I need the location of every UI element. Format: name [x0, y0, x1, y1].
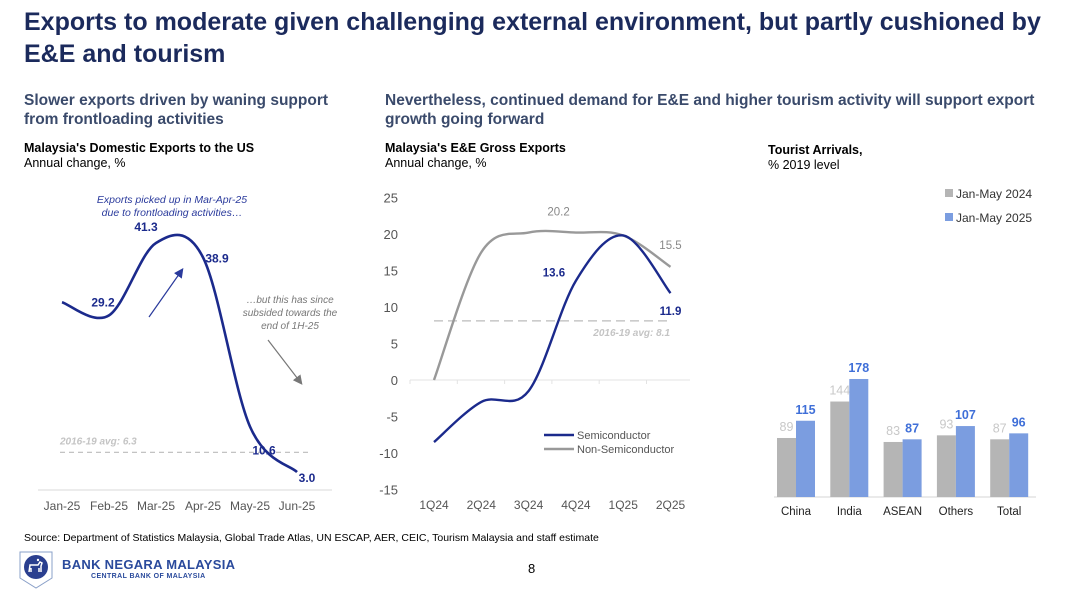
bank-name: BANK NEGARA MALAYSIA: [62, 557, 236, 572]
chart3-title: Tourist Arrivals,: [768, 143, 863, 157]
series-line-us-exports: [61, 233, 298, 474]
y-tick-label: 25: [384, 191, 398, 206]
data-label: 89: [780, 420, 794, 434]
bar: [830, 401, 850, 497]
x-tick-label: Apr-25: [185, 499, 221, 513]
bar: [955, 426, 975, 497]
legend-label: Non-Semiconductor: [577, 444, 675, 456]
data-label: 87: [905, 421, 919, 435]
bank-subtitle: CENTRAL BANK OF MALAYSIA: [91, 573, 206, 580]
arrow-up-icon: [148, 268, 184, 318]
bank-logo-icon: [19, 551, 53, 589]
series-line-semiconductor: [433, 234, 672, 443]
chart2-title: Malaysia's E&E Gross Exports: [385, 141, 566, 155]
y-tick-label: 5: [391, 337, 398, 352]
chart2-subtitle: Annual change, %: [385, 156, 487, 170]
bar: [990, 439, 1010, 497]
x-tick-label: 3Q24: [514, 498, 544, 512]
bar: [902, 439, 922, 497]
legend-label: Semiconductor: [577, 430, 651, 442]
bar: [849, 378, 869, 497]
bar: [936, 435, 956, 497]
data-label: 38.9: [205, 251, 229, 265]
x-tick-label: 1Q25: [609, 498, 639, 512]
annotation-text: Exports picked up in Mar-Apr-25: [97, 194, 247, 206]
data-label: 11.9: [660, 306, 682, 318]
x-tick-label: ASEAN: [883, 506, 922, 518]
x-tick-label: 4Q24: [561, 498, 591, 512]
data-label: 144: [829, 384, 850, 398]
data-label: 83: [886, 424, 900, 438]
legend-label: Jan-May 2024: [956, 187, 1032, 201]
annotation-text: …but this has since: [246, 295, 334, 306]
annotation-text: end of 1H-25: [261, 321, 319, 332]
bar: [883, 441, 903, 497]
annotation-text: subsided towards the: [243, 308, 338, 319]
legend-label: Jan-May 2025: [956, 211, 1032, 225]
legend-swatch: [945, 213, 953, 221]
page-title: Exports to moderate given challenging ex…: [24, 8, 1041, 68]
data-label: 15.5: [659, 240, 681, 252]
left-subhead: Slower exports driven by waning support …: [24, 92, 329, 128]
chart3-subtitle: % 2019 level: [768, 158, 840, 172]
data-label: 93: [939, 417, 953, 431]
x-tick-label: Others: [939, 506, 974, 518]
x-tick-label: Feb-25: [90, 499, 128, 513]
y-tick-label: -15: [379, 483, 398, 498]
bar: [796, 420, 815, 497]
x-tick-label: May-25: [230, 499, 270, 513]
chart-ee-exports: 25 20 15 10 5 0 -5 -10 -15 1Q24 2Q24 3Q24 4Q24 1Q25 2Q…: [379, 191, 690, 512]
x-tick-label: Jun-25: [279, 499, 316, 513]
x-tick-label: Total: [997, 506, 1021, 518]
y-tick-label: 15: [384, 264, 398, 279]
x-tick-label: India: [837, 506, 863, 518]
y-tick-label: 10: [384, 300, 398, 315]
data-label: 3.0: [299, 471, 316, 485]
data-label: 96: [1012, 415, 1026, 429]
x-tick-label: 2Q24: [467, 498, 497, 512]
chart-us-exports: Jan-25 Feb-25 Mar-25 Apr-25 May-25 Jun-25 2016…: [38, 194, 338, 513]
data-label: 41.3: [134, 220, 158, 234]
y-tick-label: -5: [386, 410, 398, 425]
bar: [1009, 433, 1029, 497]
arrow-down-icon: [267, 339, 303, 385]
x-tick-label: 1Q24: [419, 498, 449, 512]
chart1-subtitle: Annual change, %: [24, 156, 126, 170]
data-label: 178: [848, 361, 869, 375]
legend-swatch: [945, 189, 953, 197]
data-label: 115: [795, 403, 815, 417]
series-line-non-semiconductor: [432, 229, 672, 381]
chart1-title: Malaysia's Domestic Exports to the US: [24, 141, 255, 155]
right-subhead: Nevertheless, continued demand for E&E a…: [385, 92, 1035, 128]
x-tick-label: Jan-25: [44, 499, 81, 513]
x-tick-label: Mar-25: [137, 499, 175, 513]
bar: [777, 437, 796, 497]
data-label: 107: [955, 408, 976, 422]
x-tick-label: 2Q25: [656, 498, 686, 512]
page-number: 8: [528, 561, 536, 576]
y-tick-label: -10: [379, 446, 398, 461]
x-tick-label: China: [781, 506, 812, 518]
data-label: 87: [993, 421, 1007, 435]
data-label: 29.2: [91, 295, 115, 309]
y-tick-label: 20: [384, 227, 398, 242]
data-label: 10.6: [252, 444, 276, 458]
data-label: 13.6: [543, 268, 565, 280]
y-tick-label: 0: [391, 373, 398, 388]
annotation-text: due to frontloading activities…: [102, 207, 243, 219]
reference-line-label: 2016-19 avg: 8.1: [592, 328, 670, 339]
data-label: 20.2: [547, 207, 569, 219]
source-note: Source: Department of Statistics Malaysi…: [24, 532, 599, 544]
reference-line-label: 2016-19 avg: 6.3: [59, 436, 137, 447]
